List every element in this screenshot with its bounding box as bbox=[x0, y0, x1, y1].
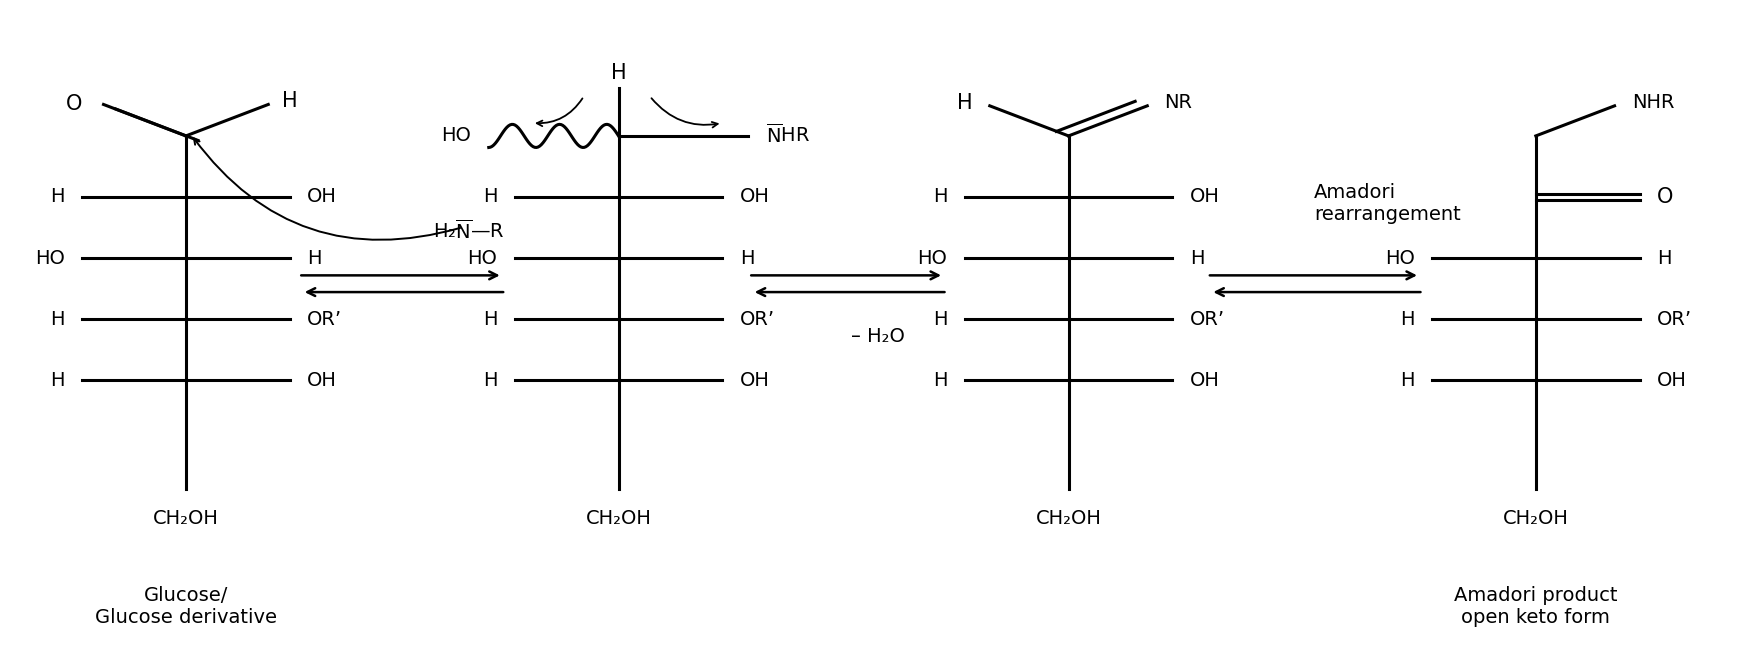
Text: CH₂OH: CH₂OH bbox=[586, 508, 652, 528]
Text: H: H bbox=[483, 370, 497, 390]
Text: OH: OH bbox=[739, 370, 770, 390]
Text: OR’: OR’ bbox=[739, 310, 776, 329]
Text: H: H bbox=[282, 91, 297, 111]
Text: $\mathregular{\overline{N}}$HR: $\mathregular{\overline{N}}$HR bbox=[765, 123, 810, 146]
Text: H₂$\mathregular{\overline{N}}$—R: H₂$\mathregular{\overline{N}}$—R bbox=[433, 219, 504, 242]
Text: CH₂OH: CH₂OH bbox=[1036, 508, 1101, 528]
Text: H: H bbox=[50, 187, 64, 206]
Text: H: H bbox=[932, 187, 948, 206]
Text: O: O bbox=[1657, 187, 1673, 207]
Text: H: H bbox=[50, 310, 64, 329]
Text: H: H bbox=[1189, 249, 1203, 268]
Text: HO: HO bbox=[442, 126, 471, 145]
Text: H: H bbox=[932, 310, 948, 329]
Text: Glucose/
Glucose derivative: Glucose/ Glucose derivative bbox=[96, 586, 277, 627]
Text: OR’: OR’ bbox=[1189, 310, 1224, 329]
Text: Amadori product
open keto form: Amadori product open keto form bbox=[1454, 586, 1617, 627]
Text: H: H bbox=[483, 187, 497, 206]
Text: NHR: NHR bbox=[1631, 93, 1675, 112]
Text: OH: OH bbox=[308, 187, 337, 206]
Text: – H₂O: – H₂O bbox=[850, 327, 904, 346]
Text: H: H bbox=[308, 249, 322, 268]
Text: CH₂OH: CH₂OH bbox=[1502, 508, 1569, 528]
Text: H: H bbox=[483, 310, 497, 329]
Text: Amadori
rearrangement: Amadori rearrangement bbox=[1315, 183, 1461, 224]
Text: H: H bbox=[1400, 370, 1414, 390]
Text: OH: OH bbox=[739, 187, 770, 206]
Text: HO: HO bbox=[35, 249, 64, 268]
Text: HO: HO bbox=[468, 249, 497, 268]
Text: H: H bbox=[956, 92, 972, 113]
Text: H: H bbox=[50, 370, 64, 390]
Text: H: H bbox=[1400, 310, 1414, 329]
Text: OH: OH bbox=[1189, 370, 1219, 390]
Text: NR: NR bbox=[1165, 93, 1193, 112]
Text: H: H bbox=[610, 62, 626, 83]
Text: OR’: OR’ bbox=[1657, 310, 1692, 329]
Text: H: H bbox=[1657, 249, 1671, 268]
Text: CH₂OH: CH₂OH bbox=[153, 508, 219, 528]
Text: HO: HO bbox=[1384, 249, 1414, 268]
Text: H: H bbox=[932, 370, 948, 390]
Text: OR’: OR’ bbox=[308, 310, 343, 329]
Text: HO: HO bbox=[918, 249, 948, 268]
Text: OH: OH bbox=[1657, 370, 1687, 390]
Text: O: O bbox=[66, 94, 83, 115]
Text: H: H bbox=[739, 249, 755, 268]
Text: OH: OH bbox=[308, 370, 337, 390]
Text: OH: OH bbox=[1189, 187, 1219, 206]
